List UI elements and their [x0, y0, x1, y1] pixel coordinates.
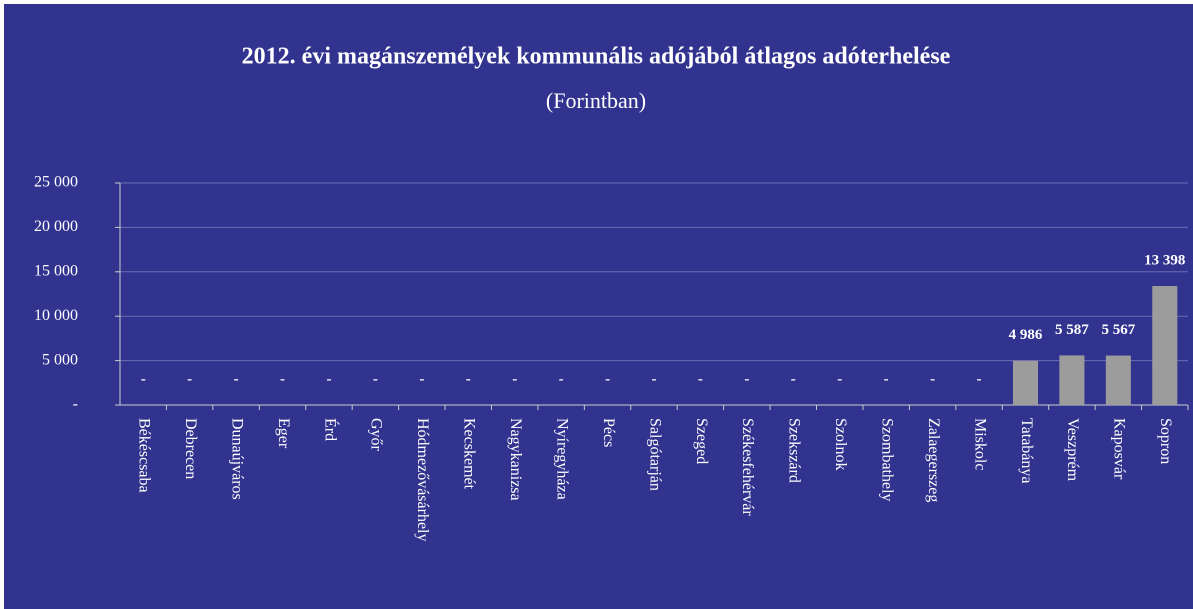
x-tick-label: Szeged: [693, 418, 710, 464]
y-tick-label: 20 000: [34, 218, 78, 235]
value-label: -: [419, 371, 424, 387]
x-tick-label: Nagykanizsa: [507, 418, 524, 501]
y-tick-label: 15 000: [34, 262, 78, 279]
chart-title: 2012. évi magánszemélyek kommunális adój…: [242, 44, 951, 70]
value-label: 13 398: [1144, 252, 1185, 268]
value-label: -: [512, 371, 517, 387]
y-tick-label: 5 000: [42, 351, 78, 368]
value-label: 5 567: [1101, 322, 1135, 338]
value-label: -: [652, 371, 657, 387]
x-tick-label: Érd: [321, 418, 340, 441]
x-tick-label: Székesfehérvár: [739, 418, 756, 516]
value-label: 5 587: [1055, 322, 1089, 338]
value-label: 4 986: [1009, 327, 1043, 343]
value-label: -: [559, 371, 564, 387]
value-label: -: [977, 371, 982, 387]
x-tick-label: Békéscsaba: [136, 418, 153, 493]
value-label: -: [326, 371, 331, 387]
y-tick-label: 10 000: [34, 307, 78, 324]
x-tick-label: Eger: [275, 418, 292, 449]
value-label: -: [466, 371, 471, 387]
x-tick-label: Szolnok: [832, 418, 849, 470]
value-label: -: [884, 371, 889, 387]
x-tick-label: Sopron: [1157, 418, 1174, 464]
value-label: -: [141, 371, 146, 387]
x-tick-label: Nyíregyháza: [553, 418, 570, 500]
chart-subtitle: (Forintban): [546, 88, 646, 113]
x-tick-label: Dunaújváros: [228, 418, 245, 500]
x-tick-label: Debrecen: [182, 418, 199, 479]
value-label: -: [791, 371, 796, 387]
value-label: -: [837, 371, 842, 387]
bar: [1012, 360, 1039, 405]
x-tick-label: Győr: [368, 418, 385, 452]
y-tick-label: 25 000: [34, 174, 78, 191]
x-tick-label: Kecskemét: [461, 418, 478, 490]
x-tick-label: Zalaegerszeg: [925, 418, 942, 502]
bar: [1105, 355, 1131, 405]
x-tick-label: Salgótarján: [646, 418, 663, 491]
x-tick-label: Pécs: [600, 418, 617, 447]
value-label: -: [930, 371, 935, 387]
background: [4, 4, 1193, 609]
x-tick-label: Hódmezővásárhely: [414, 418, 431, 542]
bar: [1152, 286, 1178, 405]
value-label: -: [234, 371, 239, 387]
x-tick-label: Kaposvár: [1111, 418, 1128, 480]
x-tick-label: Tatabánya: [1018, 418, 1035, 484]
value-label: -: [280, 371, 285, 387]
x-tick-label: Veszprém: [1064, 418, 1081, 482]
x-tick-label: Szekszárd: [786, 418, 803, 483]
y-tick-label: -: [73, 396, 78, 413]
x-tick-label: Szombathely: [879, 418, 896, 502]
value-label: -: [187, 371, 192, 387]
value-label: -: [744, 371, 749, 387]
value-label: -: [698, 371, 703, 387]
value-label: -: [373, 371, 378, 387]
value-label: -: [605, 371, 610, 387]
x-tick-label: Miskolc: [971, 418, 988, 470]
bar: [1059, 355, 1085, 405]
